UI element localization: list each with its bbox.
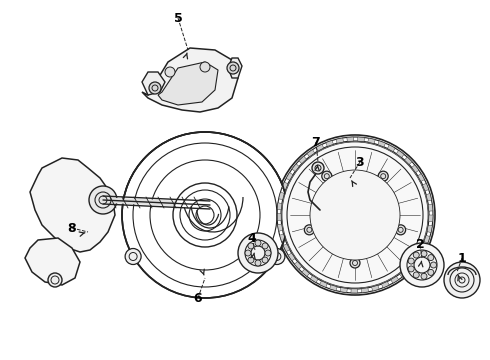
Text: 1: 1: [458, 252, 466, 265]
Circle shape: [444, 262, 480, 298]
Circle shape: [421, 273, 427, 279]
Polygon shape: [371, 285, 379, 291]
Polygon shape: [282, 182, 288, 190]
Polygon shape: [427, 225, 432, 233]
Polygon shape: [399, 270, 407, 277]
Circle shape: [165, 67, 175, 77]
Circle shape: [262, 257, 268, 263]
Polygon shape: [277, 213, 281, 220]
Polygon shape: [279, 192, 284, 199]
Polygon shape: [422, 183, 429, 191]
Circle shape: [408, 258, 414, 264]
Polygon shape: [396, 150, 404, 157]
Polygon shape: [277, 224, 283, 231]
Polygon shape: [294, 262, 302, 269]
Circle shape: [248, 257, 254, 263]
Polygon shape: [412, 165, 419, 172]
Polygon shape: [288, 253, 295, 261]
Polygon shape: [388, 145, 395, 152]
Circle shape: [248, 243, 254, 249]
Polygon shape: [407, 262, 415, 270]
Circle shape: [245, 250, 251, 256]
Polygon shape: [336, 138, 343, 143]
Polygon shape: [158, 62, 218, 105]
Circle shape: [282, 142, 428, 288]
Circle shape: [173, 183, 237, 247]
Polygon shape: [424, 235, 430, 243]
Polygon shape: [142, 48, 238, 112]
Polygon shape: [358, 137, 365, 141]
Circle shape: [227, 62, 239, 74]
Circle shape: [312, 162, 324, 174]
Polygon shape: [368, 138, 375, 144]
Polygon shape: [405, 157, 412, 165]
Circle shape: [89, 186, 117, 214]
Circle shape: [255, 260, 261, 266]
Circle shape: [428, 269, 434, 275]
Polygon shape: [426, 194, 432, 201]
Text: 7: 7: [312, 135, 320, 149]
Text: 5: 5: [173, 12, 182, 24]
Polygon shape: [326, 140, 333, 147]
Circle shape: [122, 132, 288, 298]
Polygon shape: [391, 276, 399, 283]
Circle shape: [265, 250, 271, 256]
Text: 6: 6: [194, 292, 202, 305]
Polygon shape: [283, 244, 290, 252]
Polygon shape: [292, 164, 299, 171]
Polygon shape: [302, 269, 310, 276]
Polygon shape: [319, 281, 327, 287]
Circle shape: [310, 170, 400, 260]
Polygon shape: [340, 288, 347, 293]
Circle shape: [200, 62, 210, 72]
Polygon shape: [310, 276, 318, 283]
Polygon shape: [420, 245, 426, 253]
Polygon shape: [299, 156, 306, 163]
Circle shape: [48, 273, 62, 287]
Circle shape: [400, 243, 444, 287]
Circle shape: [262, 243, 268, 249]
Polygon shape: [347, 137, 354, 141]
Text: 2: 2: [416, 239, 424, 252]
Circle shape: [313, 173, 397, 257]
Polygon shape: [277, 203, 282, 210]
Circle shape: [255, 240, 261, 246]
Polygon shape: [414, 254, 421, 262]
Polygon shape: [280, 234, 286, 242]
Circle shape: [408, 266, 414, 272]
Circle shape: [149, 82, 161, 94]
Circle shape: [125, 248, 141, 265]
Circle shape: [431, 262, 437, 268]
Polygon shape: [351, 289, 358, 293]
Circle shape: [378, 171, 388, 181]
Polygon shape: [418, 174, 424, 181]
Polygon shape: [362, 288, 368, 293]
Text: 8: 8: [68, 221, 76, 234]
Polygon shape: [286, 172, 293, 180]
Text: 4: 4: [247, 231, 256, 244]
Polygon shape: [429, 215, 433, 222]
Polygon shape: [378, 141, 386, 147]
Polygon shape: [30, 158, 115, 252]
Circle shape: [421, 251, 427, 257]
Polygon shape: [142, 72, 165, 95]
Circle shape: [275, 135, 435, 295]
Polygon shape: [307, 150, 315, 157]
Polygon shape: [330, 285, 337, 291]
Polygon shape: [316, 144, 324, 151]
Text: 3: 3: [356, 156, 364, 168]
Circle shape: [413, 272, 419, 278]
Circle shape: [413, 252, 419, 258]
Polygon shape: [382, 282, 389, 288]
Circle shape: [304, 225, 315, 235]
Polygon shape: [25, 238, 80, 285]
Circle shape: [238, 233, 278, 273]
Polygon shape: [428, 204, 433, 211]
Circle shape: [350, 258, 360, 268]
Circle shape: [322, 171, 332, 181]
Polygon shape: [228, 58, 242, 78]
Circle shape: [428, 255, 434, 261]
Circle shape: [269, 248, 285, 265]
Circle shape: [395, 225, 406, 235]
